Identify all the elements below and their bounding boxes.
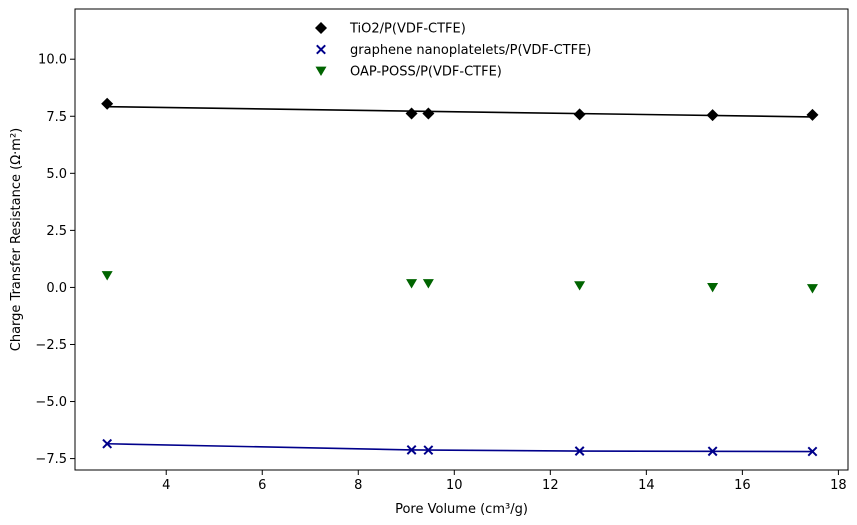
data-point-series-1 (806, 108, 819, 121)
x-tick-label: 12 (542, 478, 559, 493)
legend: TiO2/P(VDF-CTFE) graphene nanoplatelets/P… (315, 22, 591, 80)
x-marker-stroke (574, 446, 585, 456)
data-point-series-1 (422, 107, 435, 120)
x-tick-label: 18 (830, 478, 847, 493)
legend-label-1: TiO2/P(VDF-CTFE) (349, 22, 466, 37)
x-tick-label: 14 (638, 478, 655, 493)
data-point-series-2 (574, 446, 585, 456)
y-tick-label: 2.5 (46, 224, 67, 239)
legend-marker-3 (315, 66, 327, 76)
data-point-series-3 (101, 271, 113, 281)
x-marker-stroke (423, 445, 434, 456)
x-marker-stroke (406, 445, 417, 455)
data-point-series-1 (405, 107, 418, 120)
axes-frame (74, 8, 849, 471)
data-point-series-3 (806, 284, 818, 294)
x-axis-ticks: 4 6 8 10 12 14 16 18 (162, 470, 847, 493)
x-marker-stroke (807, 446, 818, 457)
fit-line-series-1 (107, 105, 813, 118)
data-point-series-2 (707, 446, 718, 457)
fit-line-series-2 (107, 442, 813, 453)
x-tick-label: 16 (734, 478, 751, 493)
y-tick-label: −2.5 (35, 338, 67, 353)
y-tick-label: 5.0 (46, 167, 67, 182)
y-tick-label: 10.0 (38, 53, 67, 68)
legend-marker-2 (316, 44, 326, 55)
data-point-series-2 (807, 446, 818, 457)
x-marker-stroke (102, 438, 113, 449)
x-axis-label: Pore Volume (cm³/g) (395, 502, 528, 517)
data-point-series-1 (101, 97, 114, 110)
x-tick-label: 8 (354, 478, 362, 493)
data-point-series-1 (573, 108, 586, 121)
legend-label-3: OAP-POSS/P(VDF-CTFE) (350, 65, 502, 80)
legend-marker-1 (315, 22, 327, 34)
data-point-series-2 (102, 438, 113, 449)
x-marker-stroke (707, 446, 718, 457)
x-tick-label: 4 (162, 478, 170, 493)
y-tick-label: −5.0 (35, 395, 67, 410)
data-point-series-2 (406, 445, 417, 455)
fit-lines (107, 105, 813, 453)
y-tick-label: 0.0 (46, 281, 67, 296)
markers (101, 97, 819, 457)
data-point-series-3 (406, 279, 418, 289)
x-tick-label: 6 (258, 478, 266, 493)
y-axis-ticks: −7.5 −5.0 −2.5 0.0 2.5 5.0 7.5 10.0 (35, 53, 75, 467)
y-tick-label: 7.5 (46, 110, 67, 125)
x-marker-stroke (316, 44, 326, 55)
y-axis-label: Charge Transfer Resistance (Ω·m²) (9, 128, 24, 351)
data-point-series-3 (574, 281, 586, 291)
data-point-series-3 (422, 279, 434, 289)
data-point-series-1 (706, 109, 719, 122)
y-tick-label: −7.5 (35, 452, 67, 467)
legend-label-2: graphene nanoplatelets/P(VDF-CTFE) (350, 43, 591, 58)
data-point-series-2 (423, 445, 434, 456)
data-point-series-3 (707, 283, 719, 293)
x-tick-label: 10 (446, 478, 463, 493)
